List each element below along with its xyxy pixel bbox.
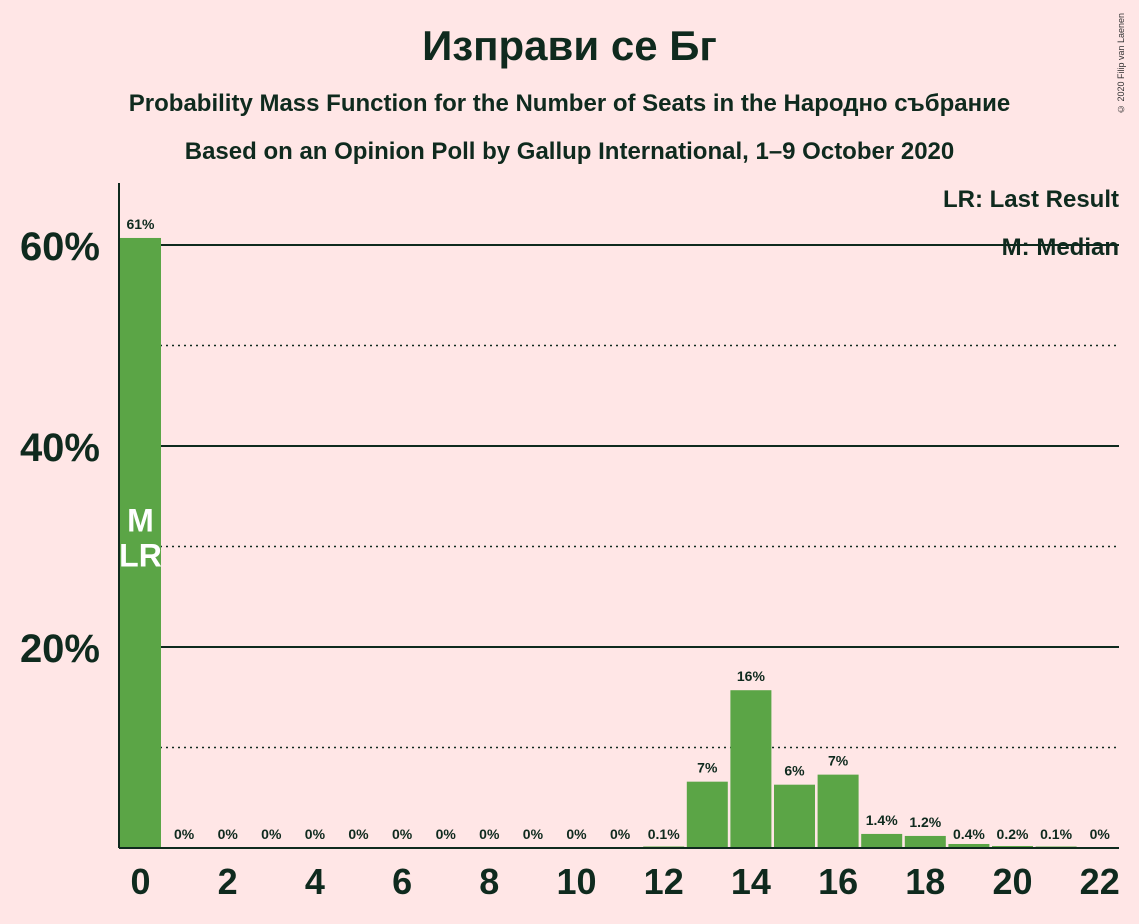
x-tick-label: 8 [479,861,499,902]
x-tick-label: 20 [992,861,1032,902]
chart-source: Based on an Opinion Poll by Gallup Inter… [184,138,955,165]
data-label: 61% [126,216,155,232]
data-label: 16% [737,668,766,684]
bar-seat-18 [904,835,946,848]
data-label: 0.1% [648,826,680,842]
data-label: 0% [436,826,457,842]
x-tick-label: 2 [218,861,238,902]
data-label: 0% [610,826,631,842]
data-label: 6% [784,763,805,779]
bar-seat-20 [992,845,1033,848]
data-label: 0% [1090,826,1111,842]
y-tick-label: 60% [20,225,100,269]
data-label: 0% [261,826,282,842]
x-tick-label: 4 [305,861,325,902]
y-tick-label: 40% [20,426,100,470]
x-tick-label: 14 [731,861,771,902]
data-label: 0% [523,826,544,842]
bar-seat-17 [861,833,903,848]
legend-median: M: Median [1001,234,1119,261]
data-label: 0% [479,826,500,842]
x-tick-label: 0 [130,861,150,902]
data-label: 1.4% [866,812,898,828]
data-label: 0.2% [997,826,1029,842]
data-label: 0% [174,826,195,842]
legend-last-result: LR: Last Result [942,186,1119,213]
data-label: 0% [348,826,369,842]
bar-seat-16 [817,774,859,848]
bar-seat-14 [730,690,772,848]
data-label: 0% [218,826,239,842]
x-tick-label: 10 [556,861,596,902]
data-label: 1.2% [909,814,941,830]
bar-seat-19 [948,843,990,848]
data-label: 7% [828,753,849,769]
x-tick-label: 16 [818,861,858,902]
y-tick-label: 20% [20,627,100,671]
data-label: 0.4% [953,826,985,842]
median-marker: M [127,502,154,538]
bar-seat-15 [774,784,815,848]
data-label: 0% [305,826,326,842]
last-result-marker: LR [119,538,162,574]
x-tick-label: 12 [644,861,684,902]
x-tick-label: 18 [905,861,945,902]
data-label: 7% [697,760,718,776]
data-label: 0% [392,826,413,842]
bar-seat-13 [686,781,728,848]
chart-title: Изправи се Бг [422,22,717,69]
bar-seat-0 [120,237,161,849]
data-label: 0% [566,826,587,842]
x-tick-label: 22 [1080,861,1120,902]
x-tick-label: 6 [392,861,412,902]
chart-subtitle: Probability Mass Function for the Number… [128,90,1011,117]
data-label: 0.1% [1040,826,1072,842]
